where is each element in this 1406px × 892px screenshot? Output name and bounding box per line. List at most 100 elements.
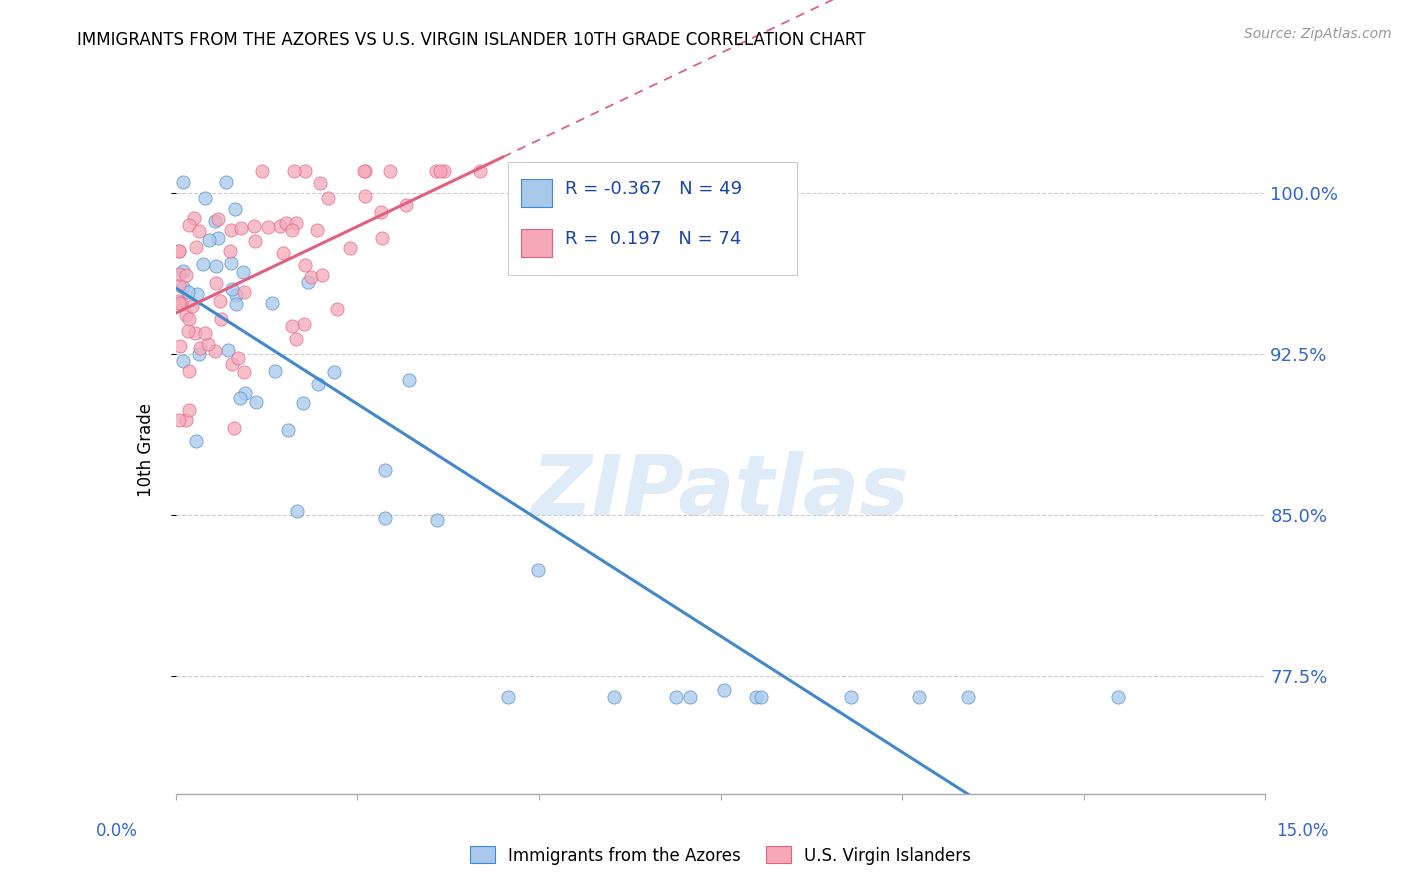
Point [169,244,191,259]
Point [226,351,249,365]
Point [257,219,280,234]
Point [229,392,252,406]
Point [307,377,329,392]
Point [224,202,246,216]
Point [354,164,377,178]
Point [429,164,451,178]
Point [520,186,543,200]
Point [370,204,392,219]
Point [174,268,197,282]
Point [177,285,200,300]
Point [205,277,228,291]
Point [283,164,305,178]
Point [209,294,232,309]
Point [433,164,456,178]
Point [172,263,194,277]
Point [398,373,420,387]
Point [172,279,194,293]
Point [243,219,266,234]
Point [527,164,550,178]
Point [174,412,197,426]
FancyBboxPatch shape [508,162,797,276]
Point [204,213,226,227]
Point [285,504,308,518]
FancyBboxPatch shape [522,179,551,207]
Point [326,301,349,316]
Point [280,223,302,237]
Point [378,164,401,178]
Point [169,293,191,308]
Point [179,312,201,326]
Point [271,246,294,260]
Text: 0.0%: 0.0% [96,822,138,840]
Point [233,285,256,299]
Point [665,690,688,705]
Point [186,286,208,301]
Point [169,277,191,292]
Point [284,216,307,230]
Point [194,191,217,205]
Point [174,309,197,323]
Point [221,357,243,371]
Point [678,690,700,705]
Point [957,690,980,705]
Point [468,164,491,178]
Point [197,336,219,351]
Point [169,296,191,310]
Point [269,219,291,234]
Point [425,164,447,178]
Point [218,244,240,259]
Point [713,682,735,697]
Point [308,177,330,191]
Point [284,332,307,346]
Point [233,385,256,400]
Point [527,563,550,577]
Point [276,216,298,230]
Point [243,235,266,249]
Point [177,403,200,417]
Point [204,343,226,358]
Point [297,275,319,289]
Point [219,223,242,237]
Point [179,364,201,378]
Point [215,175,238,189]
Point [169,412,191,426]
Point [225,297,247,311]
Point [184,240,207,254]
Point [183,211,205,225]
Point [908,690,931,705]
Point [194,326,217,340]
Point [232,265,254,279]
Point [603,690,626,705]
Point [839,690,862,705]
Point [197,233,219,247]
Point [353,164,375,178]
Legend: Immigrants from the Azores, U.S. Virgin Islanders: Immigrants from the Azores, U.S. Virgin … [470,847,972,864]
Point [219,256,242,270]
Point [169,244,191,258]
Point [339,241,361,255]
Point [371,230,394,244]
Point [229,220,252,235]
Text: Source: ZipAtlas.com: Source: ZipAtlas.com [1244,27,1392,41]
Y-axis label: 10th Grade: 10th Grade [136,403,155,498]
Text: IMMIGRANTS FROM THE AZORES VS U.S. VIRGIN ISLANDER 10TH GRADE CORRELATION CHART: IMMIGRANTS FROM THE AZORES VS U.S. VIRGI… [77,31,866,49]
Point [225,288,247,302]
Point [1107,690,1129,705]
Point [179,219,201,233]
Point [749,690,772,705]
Point [169,338,191,352]
Point [205,259,228,273]
Point [263,364,285,378]
Text: R =  0.197   N = 74: R = 0.197 N = 74 [565,229,741,248]
Point [305,223,328,237]
Point [280,318,302,333]
Point [395,198,418,212]
Point [299,269,322,284]
Point [191,257,214,271]
Point [323,365,346,379]
Point [498,690,520,705]
Point [744,690,766,705]
Point [221,282,243,296]
Point [232,365,254,379]
